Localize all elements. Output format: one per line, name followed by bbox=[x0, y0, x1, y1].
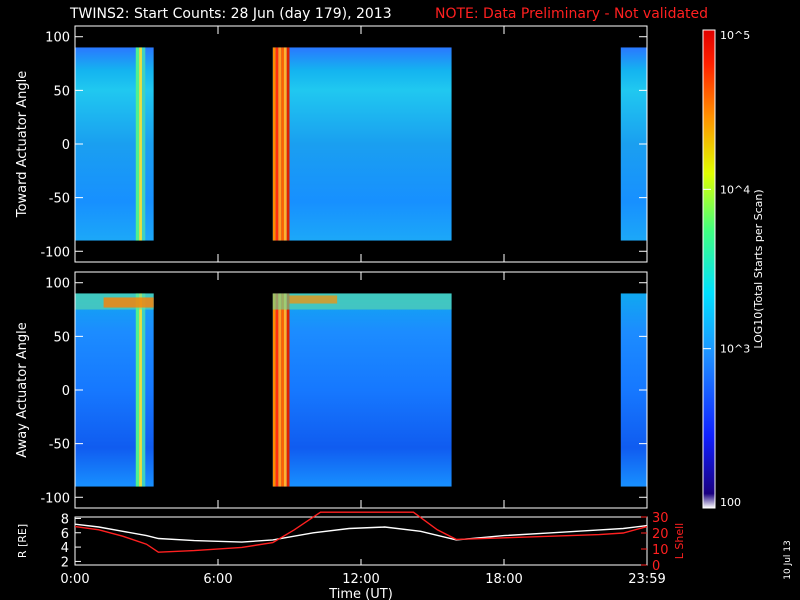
hot-column bbox=[278, 293, 282, 487]
y-tick-label: 0 bbox=[62, 138, 70, 153]
right-axis-label: L Shell bbox=[673, 523, 686, 559]
x-tick-label: 0:00 bbox=[60, 572, 89, 587]
hot-column bbox=[281, 47, 284, 241]
hot-band bbox=[289, 295, 338, 304]
colorbar-label: LOG10(Total Starts per Scan) bbox=[752, 189, 765, 348]
data-block bbox=[272, 47, 452, 241]
x-tick-label: 6:00 bbox=[203, 572, 232, 587]
y-axis-label: Away Actuator Angle bbox=[15, 322, 30, 457]
right-tick-label: 10 bbox=[652, 543, 669, 558]
left-axis-label: R [RE] bbox=[16, 524, 29, 558]
y-tick-label: -50 bbox=[49, 438, 70, 453]
y-tick-label: -100 bbox=[40, 491, 70, 506]
colorbar-tick-label: 10^3 bbox=[720, 343, 750, 356]
left-tick-label: 2 bbox=[61, 555, 69, 570]
y-tick-label: 100 bbox=[45, 277, 70, 292]
hot-column bbox=[275, 293, 279, 487]
hot-column bbox=[283, 47, 287, 241]
colorbar-tick-label: 10^5 bbox=[720, 29, 750, 42]
x-axis-label: Time (UT) bbox=[328, 587, 393, 600]
left-tick-label: 4 bbox=[61, 541, 69, 556]
colorbar-gradient bbox=[702, 29, 716, 509]
colorbar: 100 10^3 10^4 10^5 LOG10(Total Starts per Sc… bbox=[702, 29, 793, 580]
hot-column bbox=[281, 293, 284, 487]
y-tick-label: -50 bbox=[49, 192, 70, 207]
hot-band bbox=[103, 297, 154, 308]
y-axis-label: Toward Actuator Angle bbox=[15, 71, 30, 218]
hot-column bbox=[141, 47, 146, 241]
title-line: TWINS2: Start Counts: 28 Jun (day 179), … bbox=[0, 6, 800, 26]
middle-panel: 100 50 0 -50 -100 Away Actuator Angle bbox=[15, 271, 648, 509]
top-panel: 100 50 0 -50 -100 Toward Actuator Angle bbox=[15, 25, 648, 263]
hot-column bbox=[275, 47, 279, 241]
hot-column bbox=[135, 293, 140, 487]
left-tick-label: 8 bbox=[61, 512, 69, 527]
y-tick-label: 50 bbox=[53, 330, 70, 345]
x-tick-label: 12:00 bbox=[342, 572, 379, 587]
y-tick-label: -100 bbox=[40, 245, 70, 260]
right-tick-label: 30 bbox=[652, 511, 669, 526]
x-tick-label: 23:59 bbox=[628, 572, 665, 587]
hot-column bbox=[278, 47, 282, 241]
colorbar-tick-label: 100 bbox=[720, 496, 741, 509]
left-tick-label: 6 bbox=[61, 527, 69, 542]
date-stamp: 10 Jul 13 bbox=[783, 540, 793, 580]
y-tick-label: 0 bbox=[62, 384, 70, 399]
y-tick-label: 100 bbox=[45, 31, 70, 46]
hot-column bbox=[139, 47, 142, 241]
hot-column bbox=[139, 293, 142, 487]
hot-column bbox=[272, 293, 276, 487]
orbit-frame bbox=[74, 516, 648, 566]
y-tick-label: 50 bbox=[53, 84, 70, 99]
hot-column bbox=[286, 293, 290, 487]
l-shell-line bbox=[75, 511, 647, 553]
hot-column bbox=[272, 47, 276, 241]
x-tick-label: 18:00 bbox=[485, 572, 522, 587]
hot-column bbox=[283, 293, 287, 487]
preliminary-note: NOTE: Data Preliminary - Not validated bbox=[435, 6, 709, 22]
right-tick-label: 0 bbox=[652, 559, 660, 574]
hot-column bbox=[141, 293, 146, 487]
data-block bbox=[272, 293, 452, 487]
right-tick-label: 20 bbox=[652, 527, 669, 542]
hot-column bbox=[135, 47, 140, 241]
hot-column bbox=[286, 47, 290, 241]
r-line bbox=[75, 523, 647, 543]
chart-title: TWINS2: Start Counts: 28 Jun (day 179), … bbox=[70, 6, 392, 22]
colorbar-tick-label: 10^4 bbox=[720, 183, 750, 196]
